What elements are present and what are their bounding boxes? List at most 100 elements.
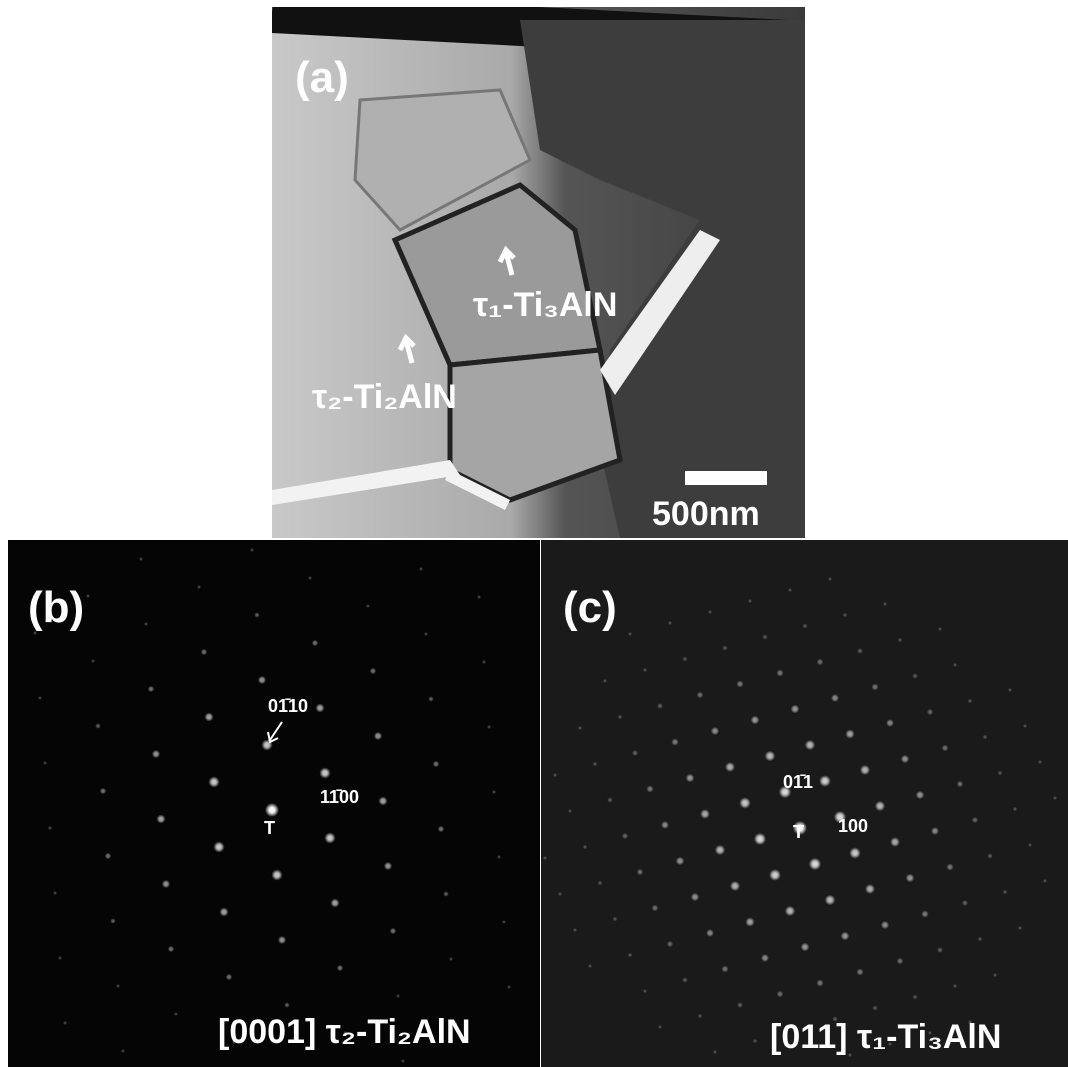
diffraction-pattern	[541, 540, 1068, 1067]
diffraction-spot	[168, 946, 174, 952]
diffraction-spot	[628, 632, 632, 636]
diffraction-spot	[843, 613, 847, 617]
diffraction-spot	[487, 725, 491, 729]
diffraction-spot	[312, 640, 318, 646]
diffraction-spot	[698, 1014, 703, 1019]
diffraction-spot	[805, 740, 815, 750]
diffraction-spot	[643, 668, 647, 672]
diffraction-spot	[754, 833, 766, 845]
diffraction-spot	[788, 588, 792, 592]
diffraction-spot	[736, 680, 743, 687]
diffraction-spot	[737, 1002, 743, 1008]
diffraction-spot	[1013, 807, 1017, 811]
diffraction-spot	[761, 954, 769, 962]
zone-label: [0001] τ₂-Ti₂AlN	[218, 1013, 471, 1051]
diffraction-spot	[197, 585, 201, 589]
diffraction-spot	[962, 900, 968, 906]
diffraction-spot	[916, 791, 924, 799]
diffraction-spot	[802, 623, 807, 628]
diffraction-spot	[1018, 926, 1022, 930]
diffraction-spot	[278, 936, 286, 944]
diffraction-spot	[53, 891, 57, 895]
diffraction-spot	[931, 827, 939, 835]
panel-label: (a)	[295, 53, 349, 102]
diffraction-spot	[622, 833, 628, 839]
diffraction-spot	[201, 649, 207, 655]
diffraction-spot	[849, 847, 860, 858]
diffraction-spot	[886, 719, 894, 727]
diffraction-spot	[204, 712, 213, 721]
diffraction-spot	[883, 602, 887, 606]
diffraction-spot	[765, 751, 776, 762]
diffraction-spot	[646, 785, 653, 792]
diffraction-spot	[370, 668, 376, 674]
diffraction-spot	[583, 845, 587, 849]
diffraction-spot	[816, 979, 823, 986]
diffraction-spot	[308, 576, 312, 580]
diffraction-spot	[637, 869, 644, 876]
panel-label: (b)	[28, 583, 84, 632]
diffraction-spot	[174, 1012, 178, 1016]
spot-label: T	[793, 822, 804, 842]
diffraction-spot	[953, 663, 957, 667]
diffraction-spot	[1053, 796, 1057, 800]
diffraction-spot	[745, 917, 754, 926]
diffraction-spot	[946, 863, 953, 870]
diffraction-spot	[753, 1039, 757, 1043]
diffraction-spot	[751, 716, 760, 725]
diffraction-spot	[116, 984, 120, 988]
diffraction-spot	[502, 920, 506, 924]
diffraction-spot	[927, 709, 933, 715]
diffraction-spot	[152, 750, 160, 758]
diffraction-spot	[725, 762, 735, 772]
diffraction-spot	[162, 880, 170, 888]
diffraction-spot	[872, 684, 879, 691]
diffraction-spot	[607, 797, 612, 802]
diffraction-spot	[598, 881, 603, 886]
diffraction-spot	[831, 694, 839, 702]
diffraction-spot	[667, 941, 673, 947]
diffraction-spot	[791, 705, 800, 714]
diffraction-spot	[875, 801, 885, 811]
diffraction-spot	[384, 862, 392, 870]
diffraction-spot	[316, 704, 325, 713]
diffraction-spot	[632, 750, 638, 756]
diffraction-spot	[593, 762, 597, 766]
diffraction-spot	[652, 905, 659, 912]
diffraction-spot	[691, 893, 699, 901]
diffraction-spot	[91, 659, 95, 663]
diffraction-spot	[785, 906, 795, 916]
diffraction-spot	[968, 699, 973, 704]
diffraction-spot	[856, 968, 863, 975]
diffraction-spot	[573, 928, 577, 932]
diffraction-spot	[713, 1050, 717, 1054]
diffraction-spot	[978, 937, 983, 942]
diffraction-spot	[682, 977, 688, 983]
diffraction-spot	[841, 932, 850, 941]
diffraction-spot	[993, 973, 997, 977]
diffraction-spot	[643, 989, 647, 993]
diffraction-spot	[618, 715, 623, 720]
diffraction-spot	[438, 826, 444, 832]
spot-label: 01̄10	[268, 696, 308, 716]
diffraction-spot	[497, 855, 501, 859]
diffraction-spot	[938, 627, 942, 631]
diffraction-spot	[374, 732, 382, 740]
diffraction-spot	[1038, 760, 1042, 764]
diffraction-spot	[957, 781, 964, 788]
diffraction-spot	[1023, 724, 1027, 728]
diffraction-spot	[711, 727, 719, 735]
diffraction-spot	[708, 610, 712, 614]
diffraction-spot	[477, 595, 481, 599]
diffraction-spot	[148, 686, 154, 692]
diffraction-spot	[58, 956, 62, 960]
diffraction-spot	[1003, 890, 1007, 894]
diffraction-spot	[865, 884, 875, 894]
diffraction-spot	[722, 645, 727, 650]
diffraction-spot	[433, 761, 439, 767]
diffraction-spot	[686, 774, 695, 783]
diffraction-spot	[337, 965, 343, 971]
spot-label: T	[264, 818, 275, 838]
diffraction-spot	[558, 892, 562, 896]
diffraction-spot	[817, 659, 824, 666]
